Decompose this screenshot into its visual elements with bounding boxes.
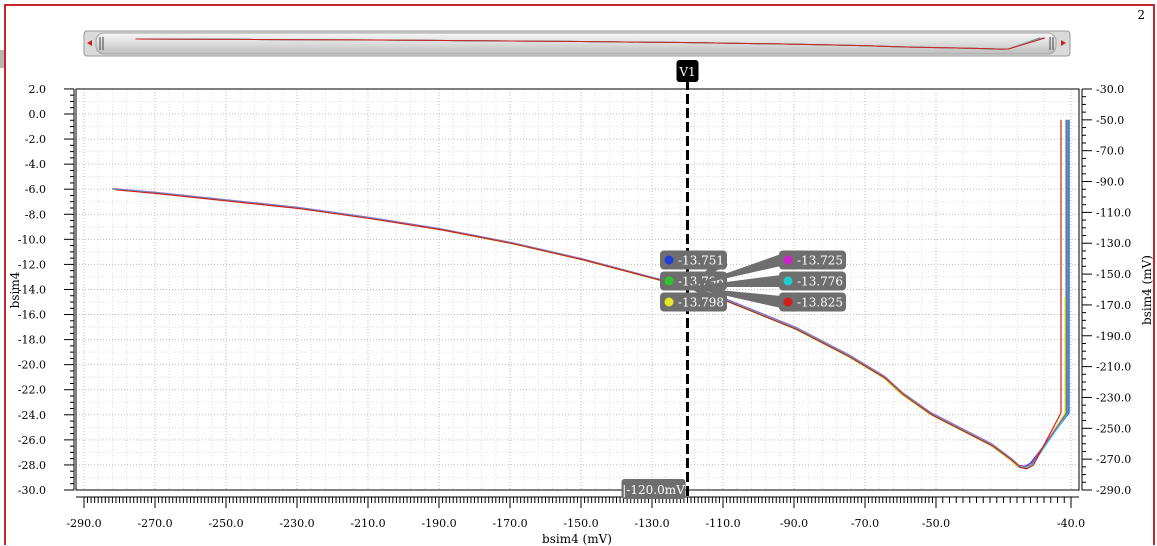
value-tag-label: -13.825 xyxy=(797,296,843,310)
scroll-left-arrow-icon[interactable] xyxy=(87,40,92,46)
left-tick-label: 2.0 xyxy=(29,83,47,96)
left-tick-label: -16.0 xyxy=(18,309,46,322)
left-tick-label: 0.0 xyxy=(29,108,47,121)
right-tick-label: -130.0 xyxy=(1096,237,1131,250)
plot-border xyxy=(75,88,1080,491)
value-tag-label: -13.751 xyxy=(678,254,724,268)
x-tick-label: -230.0 xyxy=(279,517,314,530)
x-tick-label: -170.0 xyxy=(492,517,527,530)
left-tick-label: -2.0 xyxy=(25,133,46,146)
vertical-marker[interactable]: V1|-120.0mV-13.751-13.796-13.798-13.725-… xyxy=(621,60,847,499)
overview-series-line xyxy=(135,37,1046,50)
series-line[interactable] xyxy=(114,119,1068,468)
left-panel-tab[interactable] xyxy=(0,50,4,68)
right-y-axis-title: bsim4 (mV) xyxy=(1140,255,1154,325)
left-y-axis: 2.0 0.0 -2.0 -4.0 -6.0 -8.0 -10.0 -12.0 -14.0 -16… xyxy=(18,83,75,497)
x-tick-label: -270.0 xyxy=(137,517,172,530)
left-tick-label: -20.0 xyxy=(18,359,46,372)
right-tick-label: -110.0 xyxy=(1096,206,1131,219)
left-y-axis-title: bsim4 xyxy=(8,271,22,308)
scroll-right-arrow-icon[interactable] xyxy=(1061,40,1066,46)
right-tick-label: -90.0 xyxy=(1096,176,1124,189)
left-tick-label: -26.0 xyxy=(18,434,46,447)
x-tick-label: -110.0 xyxy=(705,517,740,530)
series-color-dot xyxy=(783,276,793,286)
overview-thumb[interactable] xyxy=(95,32,1057,55)
right-tick-label: -270.0 xyxy=(1096,453,1131,466)
left-tick-label: -28.0 xyxy=(18,459,46,472)
marker-x-label: |-120.0mV xyxy=(622,483,685,497)
minor-grid xyxy=(76,89,1079,490)
series-line[interactable] xyxy=(112,119,1067,469)
x-tick-label: -50.0 xyxy=(922,517,950,530)
series-color-dot xyxy=(664,276,674,286)
series-line[interactable] xyxy=(115,119,1062,470)
x-axis: -290.0 -270.0 -250.0 -230.0 -210.0 -190.0 -170… xyxy=(66,496,1085,530)
value-tag-pointer xyxy=(687,275,781,287)
right-tick-label: -50.0 xyxy=(1096,114,1124,127)
left-tick-label: -4.0 xyxy=(25,158,46,171)
right-tick-label: -290.0 xyxy=(1096,484,1131,497)
x-tick-label: -290.0 xyxy=(66,517,101,530)
right-tick-label: -210.0 xyxy=(1096,361,1131,374)
series-curves[interactable] xyxy=(112,119,1070,470)
left-tick-label: -24.0 xyxy=(18,409,46,422)
left-tick-label: -10.0 xyxy=(18,233,46,246)
x-tick-label: -190.0 xyxy=(421,517,456,530)
left-tick-label: -18.0 xyxy=(18,334,46,347)
right-tick-label: -30.0 xyxy=(1096,83,1124,96)
x-tick-label: -150.0 xyxy=(563,517,598,530)
overview-curves xyxy=(135,37,1046,50)
left-tick-label: -14.0 xyxy=(18,283,46,296)
series-line[interactable] xyxy=(113,188,1066,469)
x-tick-label: -40.0 xyxy=(1057,517,1085,530)
left-tick-label: -6.0 xyxy=(25,183,46,196)
left-tick-label: -30.0 xyxy=(18,484,46,497)
series-color-dot xyxy=(664,255,674,265)
left-tick-label: -22.0 xyxy=(18,384,46,397)
x-tick-label: -210.0 xyxy=(350,517,385,530)
right-tick-label: -190.0 xyxy=(1096,330,1131,343)
value-tag-pointer xyxy=(687,286,781,308)
right-tick-label: -250.0 xyxy=(1096,422,1131,435)
value-tag-box[interactable] xyxy=(779,271,846,291)
marker-name: V1 xyxy=(678,65,695,79)
overview-strip[interactable] xyxy=(83,30,1071,57)
series-color-dot xyxy=(783,297,793,307)
x-tick-label: -130.0 xyxy=(634,517,669,530)
right-tick-label: -230.0 xyxy=(1096,391,1131,404)
subwindow-number: 2 xyxy=(1137,8,1145,22)
value-tag-label: -13.798 xyxy=(678,296,724,310)
value-tag-pointer xyxy=(687,254,781,287)
right-tick-label: -170.0 xyxy=(1096,299,1131,312)
value-tag-box[interactable] xyxy=(660,250,727,270)
left-tick-label: -8.0 xyxy=(25,208,46,221)
series-color-dot xyxy=(783,255,793,265)
major-grid xyxy=(76,88,1079,491)
value-tag-box[interactable] xyxy=(779,250,846,270)
right-tick-label: -150.0 xyxy=(1096,268,1131,281)
right-y-axis: -30.0 -50.0 -70.0 -90.0 -110.0 -130.0 -150.0 -1… xyxy=(1081,83,1131,497)
value-tag-label: -13.725 xyxy=(797,254,843,268)
right-tick-label: -70.0 xyxy=(1096,145,1124,158)
series-color-dot xyxy=(664,297,674,307)
subwindow-frame xyxy=(4,4,1155,545)
marker-x-label-box xyxy=(621,479,686,499)
value-tag-box[interactable] xyxy=(660,292,727,312)
left-edge xyxy=(0,0,4,546)
value-tag-label: -13.776 xyxy=(797,275,843,289)
x-tick-label: -70.0 xyxy=(851,517,879,530)
x-tick-label: -90.0 xyxy=(780,517,808,530)
left-tick-label: -12.0 xyxy=(18,258,46,271)
x-axis-title: bsim4 (mV) xyxy=(542,532,612,546)
value-tag-box[interactable] xyxy=(779,292,846,312)
marker-tag[interactable] xyxy=(676,60,699,82)
x-tick-label: -250.0 xyxy=(208,517,243,530)
